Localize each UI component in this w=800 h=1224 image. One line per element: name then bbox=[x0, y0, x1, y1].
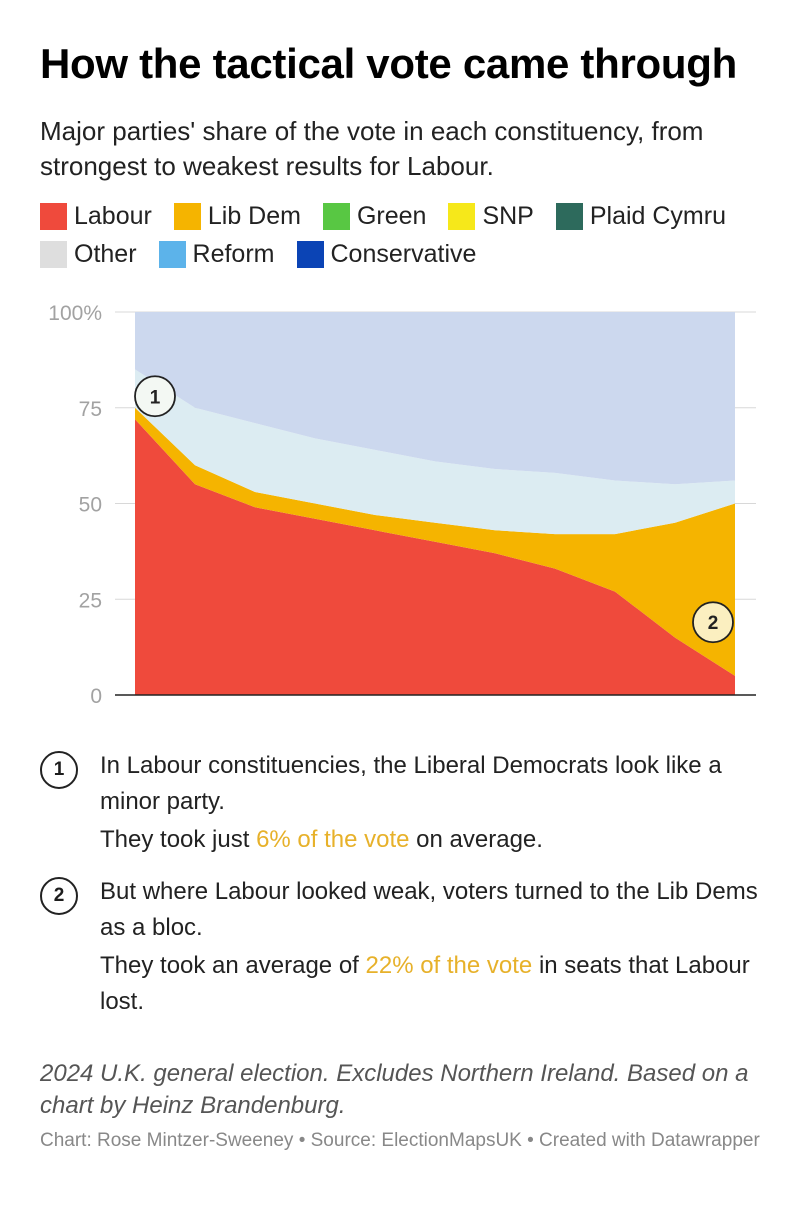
stacked-area-chart: 0 25 50 75 100% 1 2 bbox=[48, 302, 756, 708]
note-text-part: on average. bbox=[409, 826, 543, 853]
note-text: But where Labour looked weak, voters tur… bbox=[100, 878, 758, 941]
note-text: They took just 6% of the vote on average… bbox=[100, 822, 770, 858]
legend-label: Conservative bbox=[330, 240, 477, 268]
legend-item-lib-dem: Lib Dem bbox=[173, 202, 301, 230]
y-tick-label: 25 bbox=[79, 589, 102, 612]
legend-swatch bbox=[158, 241, 186, 268]
legend-label: Labour bbox=[74, 202, 152, 230]
area-conservative bbox=[135, 312, 735, 485]
note-text-part: They took just bbox=[100, 826, 257, 853]
legend-label: Other bbox=[74, 240, 137, 268]
legend-swatch bbox=[555, 203, 583, 230]
note-text: They took an average of 22% of the vote … bbox=[100, 948, 770, 1020]
annotation-label: 2 bbox=[708, 613, 719, 634]
legend-item-other: Other bbox=[40, 240, 137, 268]
y-tick-label: 50 bbox=[79, 494, 102, 517]
annotation-marker bbox=[134, 375, 176, 418]
note-2: 2 But where Labour looked weak, voters t… bbox=[40, 874, 770, 1022]
legend-item-green: Green bbox=[322, 202, 427, 230]
legend-swatch bbox=[173, 203, 201, 230]
note-highlight: 6% of the vote bbox=[256, 826, 410, 853]
legend-swatch bbox=[322, 203, 350, 230]
source-credit: Chart: Rose Mintzer-Sweeney • Source: El… bbox=[40, 1130, 760, 1151]
legend-swatch bbox=[40, 241, 67, 268]
note-1: 1 In Labour constituencies, the Liberal … bbox=[40, 748, 770, 860]
legend-swatch bbox=[448, 203, 476, 230]
legend-label: Green bbox=[356, 202, 427, 230]
legend-label: Lib Dem bbox=[207, 202, 301, 230]
legend-label: SNP bbox=[482, 202, 534, 230]
note-text-part: They took an average of bbox=[100, 952, 366, 979]
legend: Labour Lib Dem Green SNP Plaid Cymru Oth… bbox=[40, 202, 780, 268]
footnote: 2024 U.K. general election. Excludes Nor… bbox=[40, 1060, 749, 1119]
y-tick-label: 0 bbox=[90, 685, 102, 708]
legend-item-plaid-cymru: Plaid Cymru bbox=[555, 202, 726, 230]
annotation-notes: 1 In Labour constituencies, the Liberal … bbox=[40, 748, 770, 1036]
legend-item-reform: Reform bbox=[158, 240, 275, 268]
legend-item-snp: SNP bbox=[448, 202, 534, 230]
legend-swatch bbox=[40, 203, 67, 230]
legend-label: Reform bbox=[192, 240, 275, 268]
legend-item-labour: Labour bbox=[40, 202, 152, 230]
area-labour bbox=[135, 419, 735, 695]
y-tick-label: 100% bbox=[48, 302, 102, 325]
note-text-part: in seats that Labour lost. bbox=[100, 952, 750, 1015]
legend-item-conservative: Conservative bbox=[296, 240, 477, 268]
note-text: In Labour constituencies, the Liberal De… bbox=[100, 752, 722, 815]
note-marker: 2 bbox=[40, 877, 78, 915]
chart-title: How the tactical vote came through bbox=[40, 40, 737, 87]
note-body: In Labour constituencies, the Liberal De… bbox=[100, 748, 770, 860]
legend-label: Plaid Cymru bbox=[589, 202, 726, 230]
legend-swatch bbox=[296, 241, 324, 268]
chart-subtitle: Major parties' share of the vote in each… bbox=[40, 116, 704, 181]
note-body: But where Labour looked weak, voters tur… bbox=[100, 874, 770, 1022]
annotation-marker bbox=[692, 601, 734, 644]
annotation-label: 1 bbox=[150, 387, 161, 408]
area-other bbox=[135, 369, 735, 535]
y-tick-label: 75 bbox=[79, 398, 102, 421]
area-lib-dem bbox=[135, 407, 735, 676]
note-marker: 1 bbox=[40, 751, 78, 789]
note-highlight: 22% of the vote bbox=[365, 952, 533, 979]
